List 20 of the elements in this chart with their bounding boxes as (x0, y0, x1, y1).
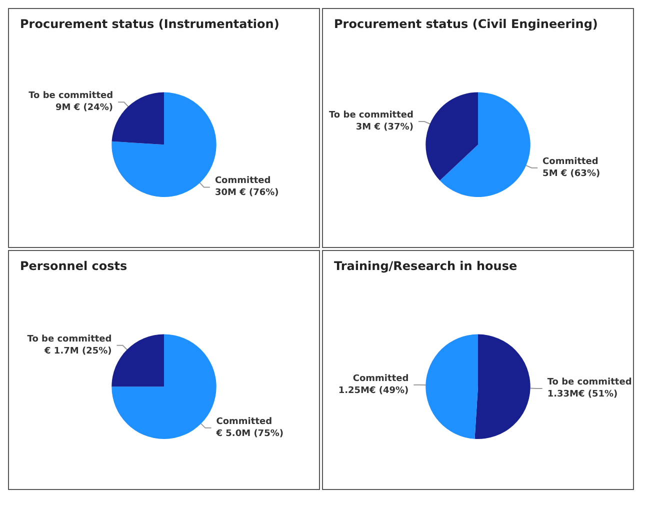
data-label: 1.25M€ (49%) (338, 386, 409, 396)
slice-label: Committed (214, 176, 271, 186)
data-label: € 1.7M (25%) (44, 346, 112, 356)
data-label: 5M € (63%) (542, 168, 600, 179)
data-label: 3M € (37%) (356, 122, 414, 132)
data-label: € 5.0M (75%) (215, 428, 284, 439)
slice-label: To be committed (27, 334, 112, 344)
chart-title: Personnel costs (20, 259, 128, 273)
chart-title: Procurement status (Civil Engineering) (334, 17, 598, 31)
slice-label: Committed (542, 156, 598, 167)
chart-title: Procurement status (Instrumentation) (20, 17, 280, 31)
data-label: 30M € (76%) (214, 188, 279, 198)
slice-label: Committed (216, 416, 272, 427)
data-label: 9M € (24%) (56, 103, 114, 114)
slice-label: To be committed (547, 377, 632, 388)
data-label: 1.33M€ (51%) (547, 389, 618, 400)
slice-label: To be committed (328, 110, 414, 120)
chart-title: Training/Research in house (334, 259, 518, 273)
slice-label: Committed (352, 374, 409, 384)
slice-label: To be committed (28, 91, 114, 102)
